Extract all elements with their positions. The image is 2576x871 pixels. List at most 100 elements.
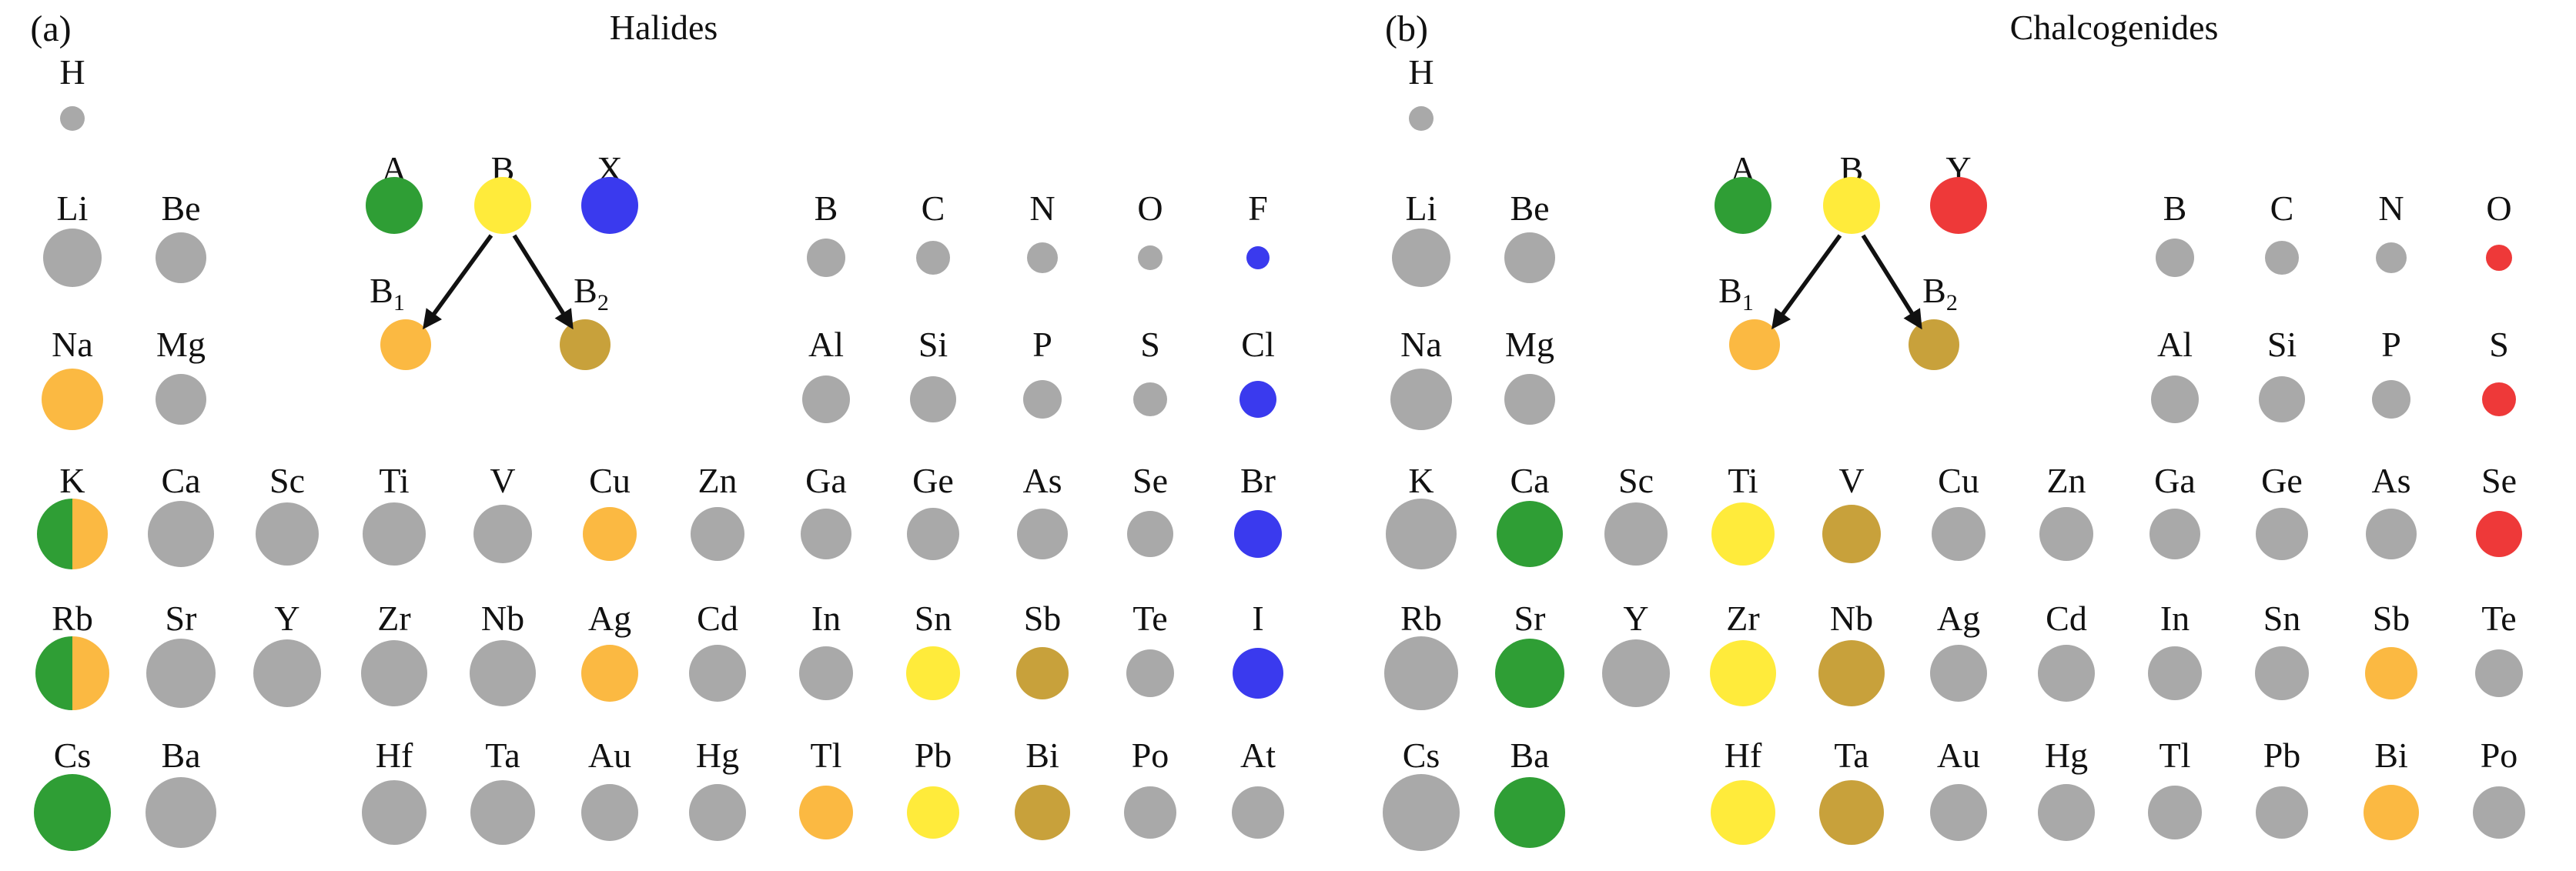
element-circle-v [473,505,532,563]
element-circle-as [2366,509,2417,559]
element-label-v: V [1838,461,1865,500]
element-label-tl: Tl [810,736,842,775]
element-label-as: As [2371,461,2411,500]
element-circle-po [1124,786,1176,839]
element-label-li: Li [56,189,89,228]
legend-circle-a [366,177,423,234]
element-label-po: Po [2480,736,2518,775]
element-circle-na [1390,369,1452,430]
element-label-zr: Zr [1726,599,1760,638]
element-label-po: Po [1131,736,1169,775]
element-circle-li [1392,229,1450,287]
element-label-se: Se [2481,461,2517,500]
element-circle-b [807,239,845,277]
element-circle-se [1127,511,1173,557]
panel-a-index-label: (a) [30,8,72,49]
element-label-sc: Sc [269,461,305,500]
element-circle-h [1409,106,1434,131]
element-label-be: Be [161,189,201,228]
element-circle-ag [581,645,638,702]
element-circle-cs [34,774,111,851]
element-circle-te [1126,649,1174,697]
element-label-te: Te [2481,599,2517,638]
element-label-in: In [811,599,841,638]
element-label-te: Te [1132,599,1168,638]
element-circle-k [37,499,108,569]
element-label-pb: Pb [914,736,952,775]
element-circle-li [43,229,102,287]
legend-circle-b1 [1729,319,1780,370]
element-label-cu: Cu [1938,461,1979,500]
element-circle-ga [2149,509,2200,559]
element-label-b: B [814,189,838,228]
legend-label-b2: B2 [574,271,609,316]
element-label-nb: Nb [1829,599,1874,638]
element-circle-c [2265,241,2299,275]
element-circle-si [2259,376,2305,422]
element-label-li: Li [1405,189,1437,228]
element-label-b: B [2163,189,2187,228]
element-circle-o [2486,245,2512,271]
element-circle-p [1023,380,1062,419]
element-circle-nb [470,640,536,706]
element-label-hg: Hg [695,736,740,775]
element-circle-sb [2365,647,2417,699]
element-label-cl: Cl [1241,325,1275,364]
element-label-bi: Bi [1025,736,1059,775]
element-label-o: O [1137,189,1163,228]
element-label-hg: Hg [2044,736,2089,775]
element-label-ge: Ge [2261,461,2303,500]
element-label-ta: Ta [485,736,520,775]
element-label-cs: Cs [1402,736,1440,775]
element-circle-sn [906,646,960,700]
element-circle-hg [689,784,746,841]
panel-b-index-label: (b) [1385,8,1428,49]
element-circle-c [916,241,950,275]
element-label-zn: Zn [2046,461,2086,500]
element-label-sn: Sn [914,599,952,638]
element-circle-cd [689,645,746,702]
element-label-sr: Sr [165,599,197,638]
element-circle-zr [361,640,427,706]
element-label-sb: Sb [1023,599,1062,638]
element-circle-po [2473,786,2525,839]
element-circle-al [2151,375,2199,423]
element-circle-be [156,232,206,283]
element-label-n: N [2378,189,2404,228]
element-label-y: Y [1623,599,1649,638]
legend-circle-b [1823,177,1880,234]
element-label-c: C [2270,189,2294,228]
element-circle-sb [1016,647,1069,699]
element-circle-pb [2256,786,2308,839]
element-circle-ba [146,777,216,848]
element-circle-tl [2148,786,2202,839]
element-label-as: As [1022,461,1062,500]
element-circle-ge [2256,508,2308,560]
element-label-mg: Mg [156,325,206,364]
element-label-au: Au [587,736,632,775]
element-label-at: At [1240,736,1276,775]
element-label-f: F [1248,189,1268,228]
element-circle-at [1232,786,1284,839]
legend-label-b2-sub: 2 [597,290,609,316]
element-label-in: In [2159,599,2190,638]
element-circle-ca [148,501,214,567]
element-label-al: Al [808,325,844,364]
element-circle-ag [1930,645,1987,702]
element-label-ti: Ti [1728,461,1758,500]
element-circle-p [2372,380,2410,419]
element-circle-zn [2039,507,2093,561]
legend-label-b1-sub: 1 [1741,290,1754,316]
element-circle-ti [363,502,426,566]
element-circle-mg [1504,374,1555,425]
element-label-si: Si [2267,325,2297,364]
element-circle-au [1930,784,1987,841]
element-label-ta: Ta [1834,736,1869,775]
element-circle-cl [1239,381,1276,418]
element-circle-be [1504,232,1555,283]
legend-circle-b [474,177,531,234]
element-label-al: Al [2157,325,2193,364]
element-circle-cs [1383,774,1460,851]
element-label-ca: Ca [1510,461,1550,500]
